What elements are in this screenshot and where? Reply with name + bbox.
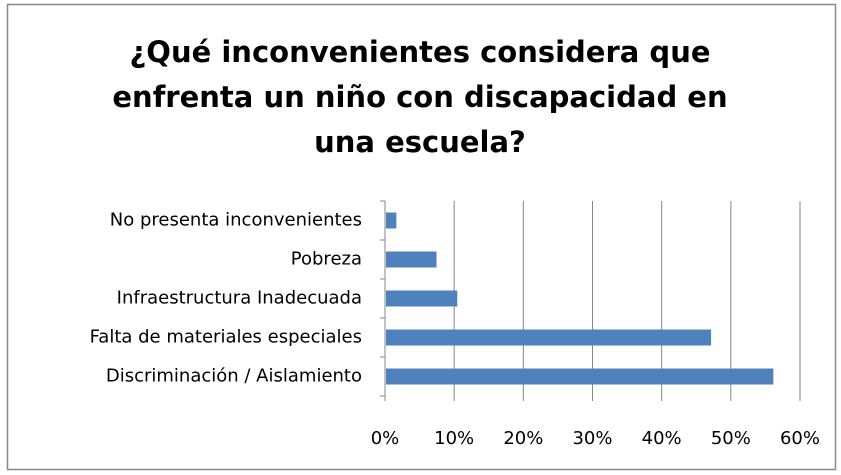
- bar: [386, 329, 712, 346]
- bar: [386, 290, 458, 307]
- bar: [386, 368, 774, 385]
- y-tick-label: Discriminación / Aislamiento: [106, 366, 362, 387]
- chart-title: ¿Qué inconvenientes considera que enfren…: [112, 35, 728, 159]
- x-tick-label: 50%: [711, 428, 751, 449]
- x-tick-label: 30%: [572, 428, 612, 449]
- bar: [386, 212, 397, 229]
- y-tick-label: Falta de materiales especiales: [90, 327, 362, 348]
- y-tick-label: Pobreza: [291, 249, 362, 270]
- x-tick-label: 40%: [642, 428, 682, 449]
- y-tick-label: No presenta inconvenientes: [110, 210, 362, 231]
- chart-border: [6, 3, 837, 471]
- x-tick-label: 20%: [503, 428, 543, 449]
- x-tick-label: 10%: [434, 428, 474, 449]
- bar: [386, 251, 437, 268]
- y-tick-label: Infraestructura Inadecuada: [117, 288, 362, 309]
- x-tick-label: 60%: [780, 428, 820, 449]
- x-tick-label: 0%: [371, 428, 400, 449]
